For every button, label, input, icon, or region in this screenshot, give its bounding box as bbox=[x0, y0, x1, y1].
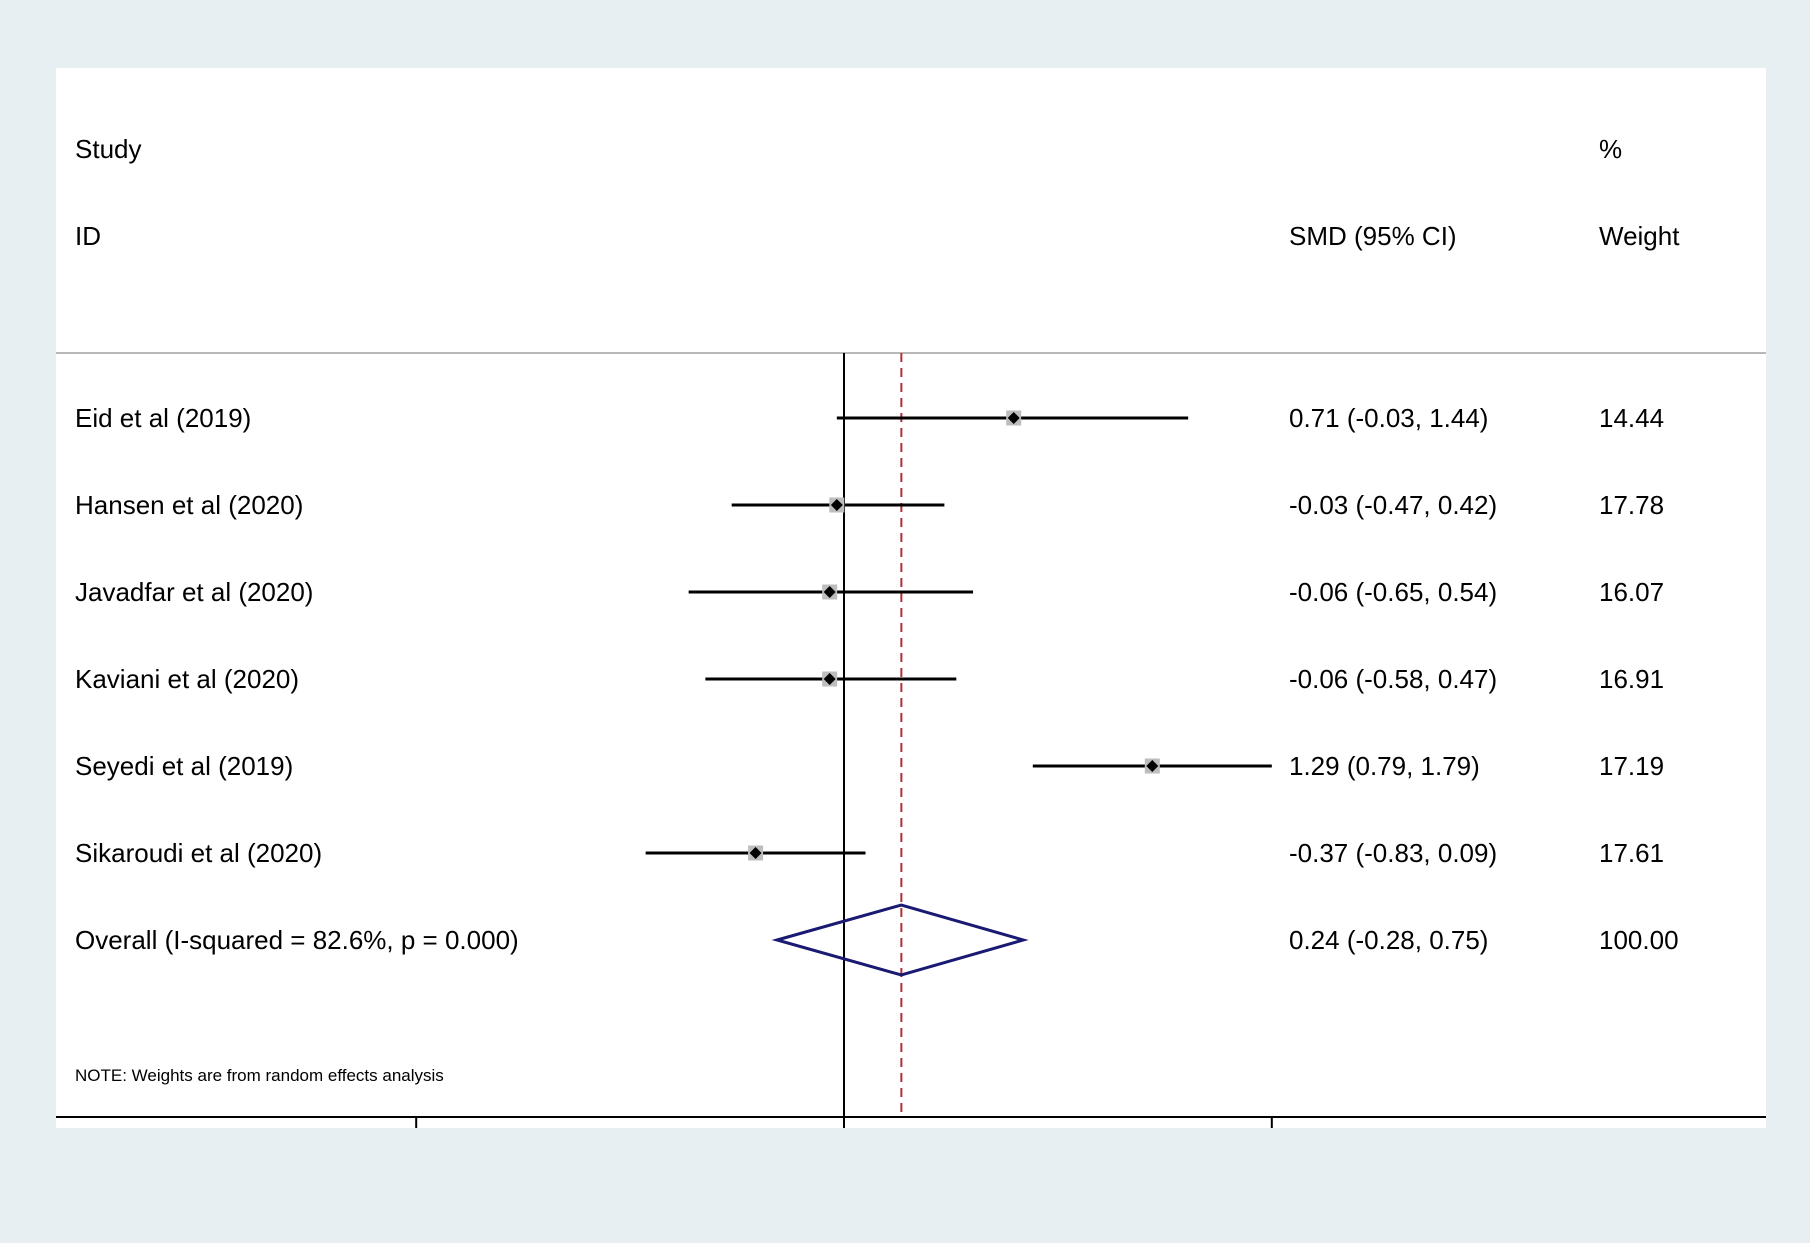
study-ci-text: 1.29 (0.79, 1.79) bbox=[1289, 751, 1480, 781]
study-label: Sikaroudi et al (2020) bbox=[75, 838, 322, 868]
study-label: Eid et al (2019) bbox=[75, 403, 251, 433]
forest-plot: Study ID SMD (95% CI) % Weight Eid et al… bbox=[56, 134, 1766, 1128]
study-point-estimate bbox=[830, 499, 843, 511]
overall-weight: 100.00 bbox=[1599, 925, 1679, 955]
study-label: Seyedi et al (2019) bbox=[75, 751, 293, 781]
study-ci-text: -0.06 (-0.65, 0.54) bbox=[1289, 577, 1497, 607]
study-ci-text: -0.06 (-0.58, 0.47) bbox=[1289, 664, 1497, 694]
header-weight: Weight bbox=[1599, 221, 1680, 251]
study-point-estimate bbox=[749, 847, 762, 859]
study-point-estimate bbox=[1007, 412, 1020, 424]
study-label: Kaviani et al (2020) bbox=[75, 664, 299, 694]
study-point-estimate bbox=[823, 673, 836, 685]
study-ci-text: -0.37 (-0.83, 0.09) bbox=[1289, 838, 1497, 868]
study-weight: 16.07 bbox=[1599, 577, 1664, 607]
weights-note: NOTE: Weights are from random effects an… bbox=[75, 1066, 444, 1085]
overall-diamond bbox=[771, 903, 1029, 977]
study-weight: 17.61 bbox=[1599, 838, 1664, 868]
x-axis-ticks: -1.7901.79 bbox=[415, 1117, 1273, 1128]
study-weight: 16.91 bbox=[1599, 664, 1664, 694]
study-label: Hansen et al (2020) bbox=[75, 490, 303, 520]
overall-label: Overall (I-squared = 82.6%, p = 0.000) bbox=[75, 925, 519, 955]
study-weight: 17.19 bbox=[1599, 751, 1664, 781]
study-point-estimate bbox=[823, 586, 836, 598]
header-percent: % bbox=[1599, 134, 1622, 164]
header-study: Study bbox=[75, 134, 142, 164]
study-ci-text: 0.71 (-0.03, 1.44) bbox=[1289, 403, 1488, 433]
study-label: Javadfar et al (2020) bbox=[75, 577, 313, 607]
study-ci-text: -0.03 (-0.47, 0.42) bbox=[1289, 490, 1497, 520]
forest-plot-panel: Study ID SMD (95% CI) % Weight Eid et al… bbox=[56, 68, 1766, 1128]
overall-ci-text: 0.24 (-0.28, 0.75) bbox=[1289, 925, 1488, 955]
study-weight: 14.44 bbox=[1599, 403, 1664, 433]
header-effect: SMD (95% CI) bbox=[1289, 221, 1457, 251]
study-point-estimate bbox=[1146, 760, 1159, 772]
header-id: ID bbox=[75, 221, 101, 251]
plot-marks bbox=[645, 353, 1272, 1117]
study-rows: Eid et al (2019) 0.71 (-0.03, 1.44) 14.44 H… bbox=[75, 403, 1679, 955]
study-weight: 17.78 bbox=[1599, 490, 1664, 520]
